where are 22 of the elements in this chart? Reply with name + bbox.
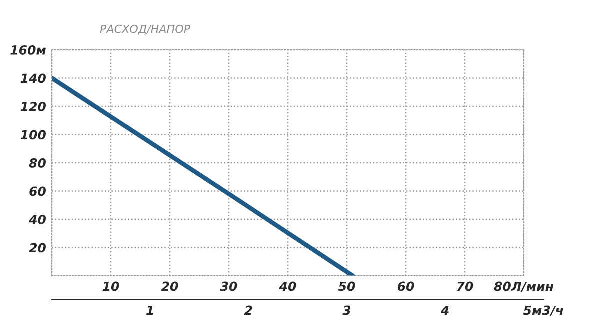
x-tick-label: 40 xyxy=(279,282,296,292)
x-tick-label: 80Л/мин xyxy=(494,282,554,292)
x-tick-label: 10 xyxy=(102,282,120,292)
y-tick-label: 80 xyxy=(29,158,46,168)
y-tick-label: 160м xyxy=(10,45,46,55)
x-tick-label: 70 xyxy=(457,282,474,292)
y-tick-label: 120 xyxy=(20,102,46,112)
x-tick-label: 20 xyxy=(161,282,178,292)
y-axis-title: РАСХОД/НАПОР xyxy=(100,24,191,35)
x-tick-label: 30 xyxy=(220,282,238,292)
x-tick-label: 50 xyxy=(338,282,356,292)
x2-tick-label: 3 xyxy=(342,306,351,316)
x2-tick-label: 2 xyxy=(244,306,252,316)
x2-tick-label: 1 xyxy=(146,306,154,316)
x-tick-label: 60 xyxy=(398,282,414,292)
y-tick-label: 140 xyxy=(20,74,46,84)
x2-tick-label: 5м3/ч xyxy=(523,306,564,316)
y-tick-label: 20 xyxy=(29,243,46,253)
y-tick-label: 60 xyxy=(30,186,46,196)
x2-tick-label: 4 xyxy=(440,306,449,316)
y-tick-label: 100 xyxy=(20,130,46,140)
y-tick-label: 40 xyxy=(29,214,46,224)
